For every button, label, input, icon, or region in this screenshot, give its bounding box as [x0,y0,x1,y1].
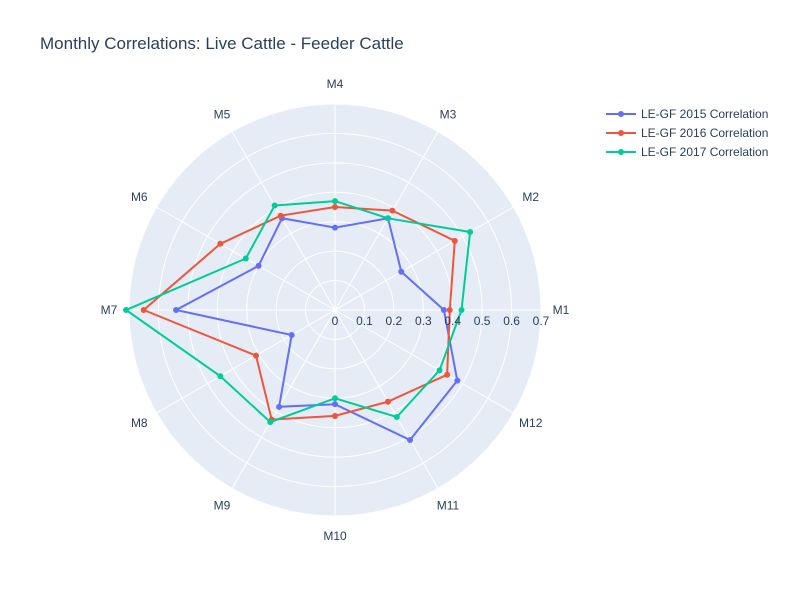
legend-item[interactable]: LE-GF 2017 Correlation [606,142,768,161]
angular-tick-label: M12 [519,416,543,430]
radial-tick-label: 0.4 [444,314,461,328]
series-layer [123,198,474,443]
data-point[interactable] [436,367,443,374]
data-point[interactable] [454,377,461,384]
data-point[interactable] [467,229,474,236]
legend: LE-GF 2015 Correlation LE-GF 2016 Correla… [606,104,768,161]
data-point[interactable] [332,412,338,419]
data-point[interactable] [384,215,391,222]
data-point[interactable] [389,207,396,214]
data-point[interactable] [407,436,414,443]
axis-labels: 0 0.1 0.2 0.3 0.4 0.5 0.6 0.7M1 M2 M3 M4 M5 M6 M7 M8 M9… [101,77,570,543]
angular-tick-label: M5 [214,107,231,121]
data-point[interactable] [444,371,451,378]
angular-gridline [156,309,336,414]
legend-swatch [606,146,636,158]
data-point[interactable] [173,307,180,313]
data-point[interactable] [217,373,224,380]
data-point[interactable] [332,401,338,408]
data-point[interactable] [255,262,262,269]
data-point[interactable] [458,307,465,313]
legend-swatch [606,108,636,120]
data-point[interactable] [393,414,400,421]
legend-label: LE-GF 2016 Correlation [641,125,769,140]
data-point[interactable] [271,202,278,209]
data-point[interactable] [332,198,338,205]
data-point[interactable] [242,255,249,262]
legend-label: LE-GF 2015 Correlation [641,106,769,121]
data-point[interactable] [332,395,338,402]
angular-tick-label: M6 [131,190,148,204]
radial-tick-label: 0.3 [415,314,432,328]
radial-tick-label: 0.2 [386,314,403,328]
legend-item[interactable]: LE-GF 2015 Correlation [606,104,768,123]
data-point[interactable] [277,212,284,219]
data-point[interactable] [384,398,391,405]
series [123,198,474,426]
chart-title: Monthly Correlations: Live Cattle - Feed… [40,34,404,53]
angular-gridline [334,309,514,414]
data-point[interactable] [123,307,130,313]
radial-tick-label: 0 [332,314,339,328]
angular-tick-label: M2 [522,190,539,204]
radial-tick-label: 0.6 [503,314,520,328]
radial-tick-label: 0.1 [356,314,373,328]
data-point[interactable] [332,204,338,210]
data-point[interactable] [217,240,224,247]
data-point[interactable] [276,403,283,410]
angular-gridline [334,206,514,311]
legend-item[interactable]: LE-GF 2016 Correlation [606,123,768,142]
data-point[interactable] [267,419,274,426]
data-point[interactable] [140,307,147,313]
data-point[interactable] [252,352,259,359]
data-point[interactable] [332,224,338,231]
data-point[interactable] [451,237,458,244]
angular-tick-label: M10 [323,529,347,543]
data-point[interactable] [398,268,405,275]
angular-tick-label: M8 [131,416,148,430]
angular-tick-label: M1 [553,303,570,317]
angular-tick-label: M4 [327,77,344,91]
polar-grid [128,103,542,517]
angular-tick-label: M11 [437,499,460,513]
legend-label: LE-GF 2017 Correlation [641,144,769,159]
data-point[interactable] [288,332,295,339]
legend-swatch [606,127,636,139]
data-point[interactable] [446,307,453,313]
angular-gridline [231,309,336,489]
angular-tick-label: M7 [101,303,118,317]
angular-tick-label: M9 [214,499,231,513]
radial-tick-label: 0.7 [533,314,550,328]
data-point[interactable] [440,307,447,313]
angular-tick-label: M3 [440,107,457,121]
radial-tick-label: 0.5 [474,314,491,328]
